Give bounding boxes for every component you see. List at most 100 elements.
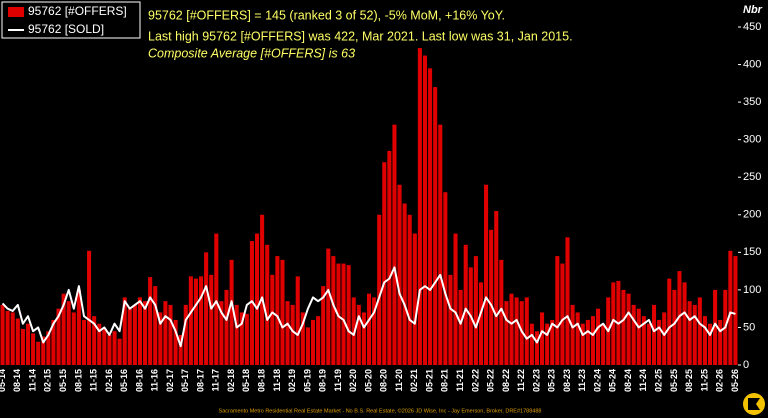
x-tick-label: 05-25 (669, 369, 679, 392)
x-tick-label: 11-15 (89, 369, 99, 392)
bar (254, 233, 260, 365)
x-tick-label: 08-17 (195, 369, 205, 392)
x-tick-label: 11-18 (272, 369, 282, 392)
bar (524, 297, 529, 365)
bar (728, 250, 733, 365)
bar (392, 124, 397, 366)
bar (20, 328, 25, 365)
x-tick-label: 02-15 (43, 369, 53, 392)
bar (397, 184, 402, 365)
bar (422, 55, 428, 365)
bar (310, 319, 316, 365)
x-tick-label: 05-17 (180, 369, 190, 392)
bar (361, 312, 366, 365)
x-tick-label: 02-24 (592, 369, 602, 392)
x-tick-label: 05-19 (302, 369, 312, 392)
legend-box (1, 1, 141, 39)
bar (453, 233, 458, 365)
bar (458, 289, 463, 365)
bar (718, 319, 723, 365)
x-tick-label: 11-17 (211, 369, 221, 392)
bar (692, 304, 697, 365)
bar (214, 233, 219, 365)
bar (580, 323, 585, 365)
x-tick-label: 05-26 (730, 369, 740, 392)
bar (219, 301, 224, 365)
bar (97, 323, 102, 365)
bar (662, 312, 667, 365)
bar (10, 312, 15, 365)
bar (377, 214, 382, 365)
x-tick-label: 08-16 (134, 369, 144, 392)
x-tick-label: 11-14 (27, 369, 37, 392)
bar (657, 319, 662, 365)
bar (173, 319, 178, 365)
annotation: Last high 95762 [#OFFERS] was 422, Mar 2… (148, 29, 573, 43)
bar (636, 308, 641, 365)
bar (702, 316, 707, 365)
x-tick-label: 02-26 (715, 369, 725, 392)
bar (387, 150, 392, 365)
bar (448, 274, 453, 365)
x-tick-label: 08-15 (73, 369, 83, 392)
bar (51, 319, 56, 365)
bar (438, 124, 443, 366)
x-tick-label: 05-20 (363, 369, 373, 392)
bar (489, 229, 494, 365)
bar (102, 328, 107, 365)
x-tick-label: 08-23 (562, 369, 572, 392)
bar (122, 297, 127, 365)
bar (46, 331, 51, 365)
bar (555, 256, 560, 365)
bar (560, 263, 565, 365)
bar (499, 259, 504, 365)
x-tick-label: 08-22 (501, 369, 511, 392)
bar (713, 289, 718, 365)
x-tick-label: 11-20 (394, 369, 404, 392)
y-tick-label: 100 (743, 284, 761, 296)
bar (209, 274, 214, 365)
annotation: Composite Average [#OFFERS] is 63 (148, 46, 355, 60)
bar (402, 203, 407, 365)
x-tick-label: 02-20 (348, 369, 358, 392)
x-tick-label: 08-25 (684, 369, 694, 392)
x-tick-label: 08-20 (379, 369, 389, 392)
bar (356, 304, 361, 365)
bar (672, 289, 677, 365)
x-tick-label: 02-17 (165, 369, 175, 392)
x-tick-label: 05-14 (0, 369, 7, 392)
bar (81, 319, 87, 365)
y-tick-label: 300 (743, 134, 761, 146)
x-tick-label: 05-21 (424, 369, 434, 392)
bar (204, 252, 209, 365)
bar (331, 256, 336, 365)
x-tick-label: 08-24 (623, 369, 633, 392)
bar (224, 289, 229, 365)
y-tick-label: 350 (743, 96, 761, 108)
bar (295, 276, 300, 365)
bar (305, 327, 310, 365)
bar (585, 319, 590, 365)
bar (687, 301, 692, 365)
bar (534, 331, 539, 365)
bar (484, 184, 489, 365)
bar (346, 265, 351, 365)
bar (646, 323, 651, 365)
bar (626, 293, 631, 365)
x-tick-label: 02-16 (104, 369, 114, 392)
x-tick-label: 11-16 (150, 369, 160, 392)
bar (326, 248, 331, 365)
legend-label: 95762 [SOLD] (28, 22, 104, 36)
x-tick-label: 02-23 (531, 369, 541, 392)
bar (316, 316, 321, 365)
bar (478, 282, 484, 365)
bar (0, 304, 5, 365)
bar (199, 276, 204, 365)
y-tick-label: 0 (743, 359, 749, 371)
bar (132, 304, 137, 365)
bar (163, 301, 168, 365)
bar (92, 316, 97, 365)
bar (697, 297, 702, 365)
bar (545, 323, 550, 365)
bar (15, 318, 20, 365)
